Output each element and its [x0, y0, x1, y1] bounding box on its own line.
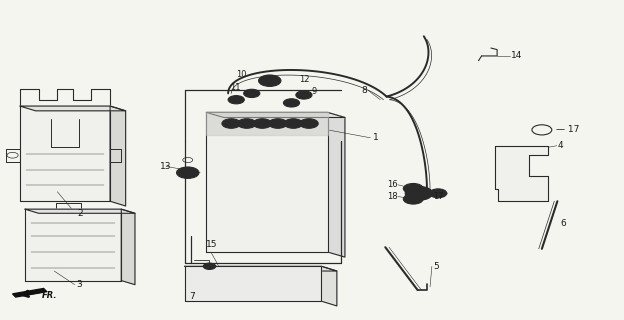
Text: 16: 16 [387, 180, 397, 189]
Circle shape [409, 186, 417, 191]
Circle shape [429, 189, 447, 198]
Circle shape [403, 194, 423, 204]
Circle shape [222, 119, 241, 128]
Polygon shape [321, 266, 337, 306]
Polygon shape [25, 209, 121, 281]
Circle shape [258, 75, 281, 86]
Polygon shape [121, 209, 135, 285]
Polygon shape [185, 266, 337, 271]
Polygon shape [20, 106, 125, 111]
Polygon shape [110, 106, 125, 206]
Polygon shape [25, 209, 135, 213]
Circle shape [238, 119, 256, 128]
Text: 11: 11 [230, 83, 241, 92]
Polygon shape [328, 112, 345, 257]
Text: 1: 1 [373, 133, 379, 142]
Circle shape [203, 263, 216, 269]
Circle shape [177, 167, 199, 178]
Text: 6: 6 [560, 219, 566, 228]
Polygon shape [207, 112, 328, 252]
Circle shape [409, 197, 417, 201]
Circle shape [228, 96, 244, 104]
Polygon shape [20, 106, 110, 201]
Text: 17: 17 [433, 192, 444, 201]
Circle shape [283, 99, 300, 107]
Text: 12: 12 [300, 75, 310, 84]
Circle shape [296, 91, 312, 99]
Circle shape [403, 183, 423, 194]
Polygon shape [12, 288, 47, 297]
Text: 3: 3 [76, 280, 82, 289]
Text: FR.: FR. [42, 291, 57, 300]
Polygon shape [495, 146, 548, 201]
Text: 18: 18 [387, 192, 397, 201]
Text: 5: 5 [433, 262, 439, 271]
Text: 8: 8 [361, 86, 367, 95]
Text: 7: 7 [190, 292, 195, 301]
Text: 13: 13 [160, 162, 172, 171]
Polygon shape [207, 112, 345, 117]
Circle shape [243, 89, 260, 98]
Text: 14: 14 [511, 52, 522, 60]
Text: 4: 4 [558, 141, 563, 150]
Text: — 17: — 17 [555, 125, 579, 134]
Text: 10: 10 [236, 70, 246, 79]
Circle shape [405, 186, 432, 200]
Polygon shape [185, 266, 321, 301]
Text: 15: 15 [207, 240, 218, 249]
Circle shape [253, 119, 271, 128]
Circle shape [284, 119, 303, 128]
Text: 2: 2 [77, 209, 83, 219]
Circle shape [300, 119, 318, 128]
Circle shape [268, 119, 287, 128]
Polygon shape [207, 112, 328, 135]
Text: 9: 9 [312, 87, 317, 96]
